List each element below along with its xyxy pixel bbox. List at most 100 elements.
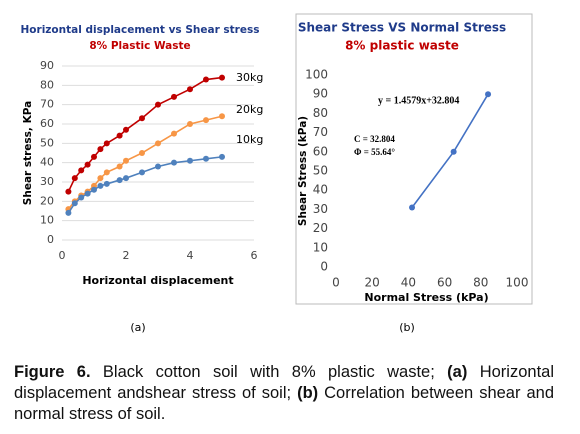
y-tick-label: 20 bbox=[313, 221, 328, 235]
data-point bbox=[78, 167, 85, 174]
data-point bbox=[116, 132, 123, 139]
data-point bbox=[171, 130, 177, 137]
data-point bbox=[139, 115, 145, 122]
data-point bbox=[123, 157, 129, 164]
data-point bbox=[123, 126, 129, 133]
series-label: 30kg bbox=[236, 71, 263, 84]
y-tick-label: 30 bbox=[313, 202, 328, 216]
caption-text: (a) bbox=[447, 363, 468, 381]
panel-label: (a) bbox=[130, 321, 145, 334]
data-point bbox=[116, 177, 123, 184]
data-point bbox=[203, 117, 209, 124]
data-point bbox=[97, 175, 104, 182]
caption-label: Figure 6. bbox=[14, 363, 91, 381]
chart-frame bbox=[295, 13, 533, 305]
annotation: C = 32.804 bbox=[354, 134, 395, 144]
caption-text: Black cotton soil with 8% plastic waste; bbox=[90, 363, 448, 381]
x-tick-label: 6 bbox=[251, 249, 258, 262]
data-point bbox=[219, 113, 225, 120]
data-point bbox=[97, 146, 104, 153]
panel-label: (b) bbox=[399, 321, 415, 334]
data-point bbox=[155, 101, 161, 108]
series-label: 10kg bbox=[236, 133, 263, 146]
data-point bbox=[65, 188, 72, 195]
figure: Horizontal displacement vs Shear stress 8… bbox=[21, 13, 533, 334]
y-tick-label: 70 bbox=[40, 98, 54, 111]
data-point bbox=[103, 180, 110, 187]
data-point bbox=[409, 204, 416, 211]
data-point bbox=[171, 159, 177, 166]
data-point bbox=[139, 169, 145, 176]
data-point bbox=[485, 91, 492, 98]
chart-subtitle: 8% plastic waste bbox=[345, 39, 459, 53]
chart-subtitle: 8% Plastic Waste bbox=[89, 40, 190, 52]
y-tick-label: 0 bbox=[47, 233, 54, 246]
series-label: 20kg bbox=[236, 103, 263, 116]
x-tick-label: 2 bbox=[123, 249, 130, 262]
data-point bbox=[219, 74, 225, 81]
x-tick-label: 0 bbox=[59, 249, 66, 262]
x-tick-label: 80 bbox=[473, 276, 488, 290]
y-tick-label: 60 bbox=[313, 144, 328, 158]
x-tick-label: 20 bbox=[365, 276, 380, 290]
data-point bbox=[116, 163, 123, 170]
annotation: y = 1.4579x+32.804 bbox=[378, 95, 459, 106]
y-tick-label: 90 bbox=[313, 87, 328, 101]
series-line bbox=[67, 76, 223, 193]
caption-text: (b) bbox=[297, 384, 319, 402]
data-point bbox=[78, 194, 85, 201]
data-point bbox=[97, 182, 104, 189]
y-tick-label: 60 bbox=[40, 117, 54, 130]
y-tick-label: 50 bbox=[40, 136, 54, 149]
x-tick-label: 40 bbox=[401, 276, 416, 290]
y-tick-label: 10 bbox=[40, 214, 54, 227]
data-point bbox=[103, 169, 110, 176]
x-tick-label: 60 bbox=[437, 276, 452, 290]
data-point bbox=[219, 153, 225, 160]
y-tick-label: 40 bbox=[313, 183, 328, 197]
data-point bbox=[65, 209, 72, 216]
data-point bbox=[450, 148, 457, 155]
x-tick-label: 100 bbox=[506, 276, 529, 290]
caption-text: Correlation between shear and normal str… bbox=[14, 384, 554, 423]
y-tick-label: 30 bbox=[40, 175, 54, 188]
y-tick-label: 20 bbox=[40, 194, 54, 207]
y-tick-label: 70 bbox=[313, 125, 328, 139]
y-tick-label: 40 bbox=[40, 156, 54, 169]
data-point bbox=[155, 163, 161, 170]
x-tick-label: 4 bbox=[187, 249, 194, 262]
y-tick-label: 50 bbox=[313, 164, 328, 178]
chart-title: Horizontal displacement vs Shear stress bbox=[21, 24, 260, 36]
y-tick-label: 80 bbox=[40, 78, 54, 91]
series-line bbox=[411, 93, 489, 208]
caption: Figure 6. Black cotton soil with 8% plas… bbox=[14, 362, 554, 425]
data-point bbox=[187, 86, 193, 93]
data-point bbox=[91, 186, 97, 193]
data-point bbox=[84, 190, 91, 197]
annotation: Φ = 55.64° bbox=[354, 147, 395, 157]
data-point bbox=[123, 175, 129, 182]
caption-text: Horizontal displacement andshear stress … bbox=[14, 363, 554, 402]
data-point bbox=[171, 93, 177, 100]
data-point bbox=[155, 140, 161, 147]
data-point bbox=[139, 150, 145, 156]
data-point bbox=[91, 153, 97, 160]
chart-title: Shear Stress VS Normal Stress bbox=[298, 21, 506, 35]
data-point bbox=[84, 161, 91, 168]
y-tick-label: 80 bbox=[313, 106, 328, 120]
x-tick-label: 0 bbox=[332, 276, 340, 290]
y-tick-label: 100 bbox=[305, 68, 328, 82]
y-axis-label: Shear Stress (kPa) bbox=[297, 116, 309, 226]
x-axis-label: Normal Stress (kPa) bbox=[364, 291, 488, 304]
y-tick-label: 90 bbox=[40, 59, 54, 72]
data-point bbox=[103, 140, 110, 147]
y-tick-label: 10 bbox=[313, 240, 328, 254]
data-point bbox=[203, 76, 209, 83]
data-point bbox=[203, 155, 209, 162]
y-tick-label: 0 bbox=[320, 260, 328, 274]
data-point bbox=[71, 200, 78, 207]
data-point bbox=[71, 175, 78, 182]
data-point bbox=[187, 157, 193, 164]
data-point bbox=[187, 121, 193, 127]
